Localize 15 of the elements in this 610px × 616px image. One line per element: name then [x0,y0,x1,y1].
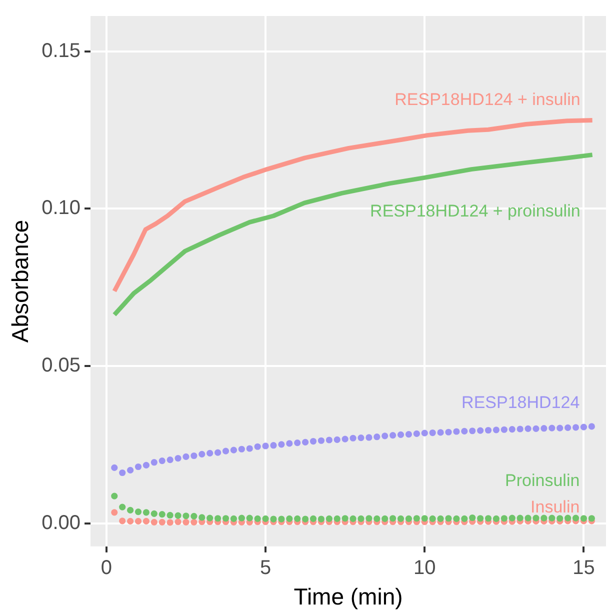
x-tick-label: 0 [100,556,112,579]
y-tick-label: 0.05 [42,354,81,377]
series-label: Proinsulin [505,471,580,490]
series-label: RESP18HD124 [462,393,580,412]
x-tick-label: 5 [260,556,272,579]
y-tick-label: 0.15 [42,40,81,62]
x-tick-label: 10 [414,556,436,579]
series-label: RESP18HD124 + proinsulin [370,202,580,221]
series-label: Insulin [530,498,580,517]
y-axis-title: Absorbance [7,220,34,343]
y-tick-label: 0.00 [42,512,81,534]
series-label: RESP18HD124 + insulin [394,90,580,109]
x-tick-label: 15 [572,556,595,579]
y-tick-label: 0.10 [42,197,81,220]
x-axis-title: Time (min) [294,584,403,610]
